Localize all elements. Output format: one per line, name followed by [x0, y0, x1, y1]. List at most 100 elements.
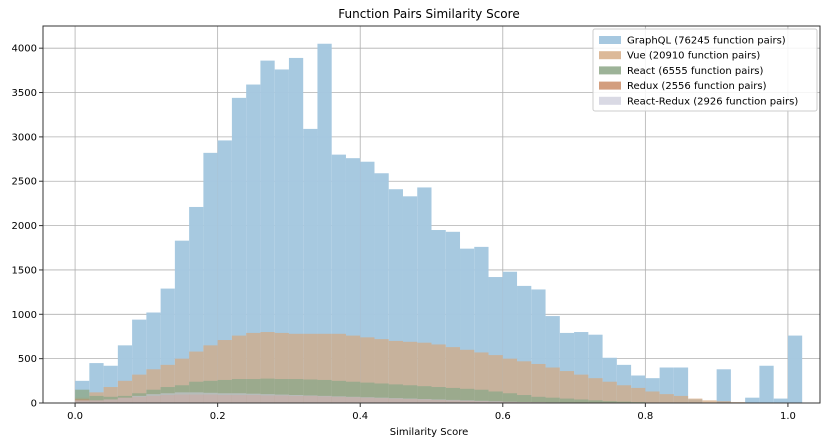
bar — [645, 391, 660, 403]
bar — [174, 392, 190, 403]
bar — [502, 393, 518, 403]
y-axis-ticks: 0 500 1000 1500 2000 2500 3000 3500 4000 — [12, 44, 43, 410]
bar — [203, 152, 218, 403]
y-tick-label: 1000 — [12, 310, 37, 321]
bar — [716, 369, 731, 403]
bar — [531, 396, 546, 403]
bar — [260, 60, 275, 403]
x-tick-label: 0.8 — [637, 411, 653, 422]
x-tick-label: 1.0 — [780, 411, 796, 422]
plot-frame — [42, 25, 821, 404]
bar — [460, 400, 475, 403]
bar — [402, 398, 418, 403]
bar — [274, 69, 289, 403]
bar — [702, 400, 717, 403]
bar — [759, 365, 774, 403]
bar — [574, 399, 589, 403]
chart-title: Function Pairs Similarity Score — [338, 7, 519, 21]
bar — [445, 387, 461, 403]
bar — [417, 386, 432, 403]
bar — [588, 400, 603, 403]
bar — [317, 43, 332, 403]
bar — [559, 371, 575, 403]
bar — [517, 361, 532, 403]
x-tick-label: 0.0 — [67, 411, 83, 422]
bar — [317, 395, 332, 403]
bar — [231, 393, 247, 403]
bar — [288, 395, 304, 403]
bar — [117, 397, 133, 403]
bar — [303, 395, 318, 403]
bar — [559, 398, 575, 403]
bar — [517, 395, 532, 403]
bar — [75, 400, 90, 403]
bar — [445, 399, 461, 403]
bar — [431, 387, 446, 403]
bar — [602, 381, 617, 403]
bar — [588, 378, 603, 403]
bar — [545, 397, 560, 403]
bar — [574, 374, 589, 403]
bar — [132, 395, 147, 403]
bar — [531, 363, 546, 403]
series-4 — [75, 392, 632, 403]
bar — [616, 401, 632, 403]
bar — [331, 396, 346, 403]
bar — [217, 140, 232, 403]
x-tick-label: 0.6 — [495, 411, 511, 422]
y-tick-label: 500 — [18, 354, 37, 365]
bar — [745, 397, 760, 403]
x-tick-label: 0.4 — [352, 411, 368, 422]
legend-swatch — [599, 36, 621, 44]
bar — [374, 397, 389, 403]
bar — [488, 401, 503, 403]
bar — [146, 394, 161, 403]
bar — [787, 335, 803, 403]
bar — [388, 398, 403, 403]
y-tick-label: 1500 — [12, 265, 37, 276]
bar — [360, 397, 375, 403]
bar — [673, 395, 689, 403]
x-tick-label: 0.2 — [210, 411, 226, 422]
bar — [474, 389, 489, 403]
legend-label: Vue (20910 function pairs) — [627, 51, 760, 62]
bar — [103, 399, 118, 403]
legend-label: Redux (2556 function pairs) — [627, 81, 767, 92]
histogram-bars — [75, 43, 803, 404]
legend-swatch — [599, 51, 621, 60]
bar — [431, 399, 446, 403]
bar — [189, 392, 204, 403]
legend-box — [592, 28, 818, 112]
y-tick-label: 3000 — [12, 132, 37, 143]
x-axis-label: Similarity Score — [390, 427, 468, 438]
x-axis-ticks: 0.0 0.2 0.4 0.6 0.8 1.0 — [67, 403, 796, 422]
bar — [246, 393, 261, 403]
bar — [417, 399, 432, 403]
bar — [502, 401, 518, 403]
bar — [203, 392, 218, 403]
bar — [217, 393, 232, 403]
legend-label: React (6555 function pairs) — [627, 66, 764, 77]
y-tick-label: 0 — [31, 399, 37, 410]
bar — [488, 391, 503, 403]
bar — [631, 387, 646, 403]
bar — [274, 394, 289, 403]
legend: GraphQL (76245 function pairs) Vue (20910… — [592, 28, 818, 112]
bar — [616, 385, 632, 403]
bar — [602, 401, 617, 403]
y-tick-label: 3500 — [12, 88, 37, 99]
bar — [246, 84, 261, 403]
bar — [488, 355, 503, 403]
bar — [773, 398, 788, 403]
y-tick-label: 4000 — [12, 44, 37, 55]
legend-swatch — [599, 81, 621, 90]
bar — [502, 358, 518, 403]
bar — [260, 394, 275, 403]
bar — [673, 367, 689, 403]
legend-swatch — [599, 66, 621, 75]
bar — [460, 388, 475, 403]
bar — [545, 367, 560, 403]
bar — [659, 367, 674, 403]
bar — [345, 396, 361, 403]
